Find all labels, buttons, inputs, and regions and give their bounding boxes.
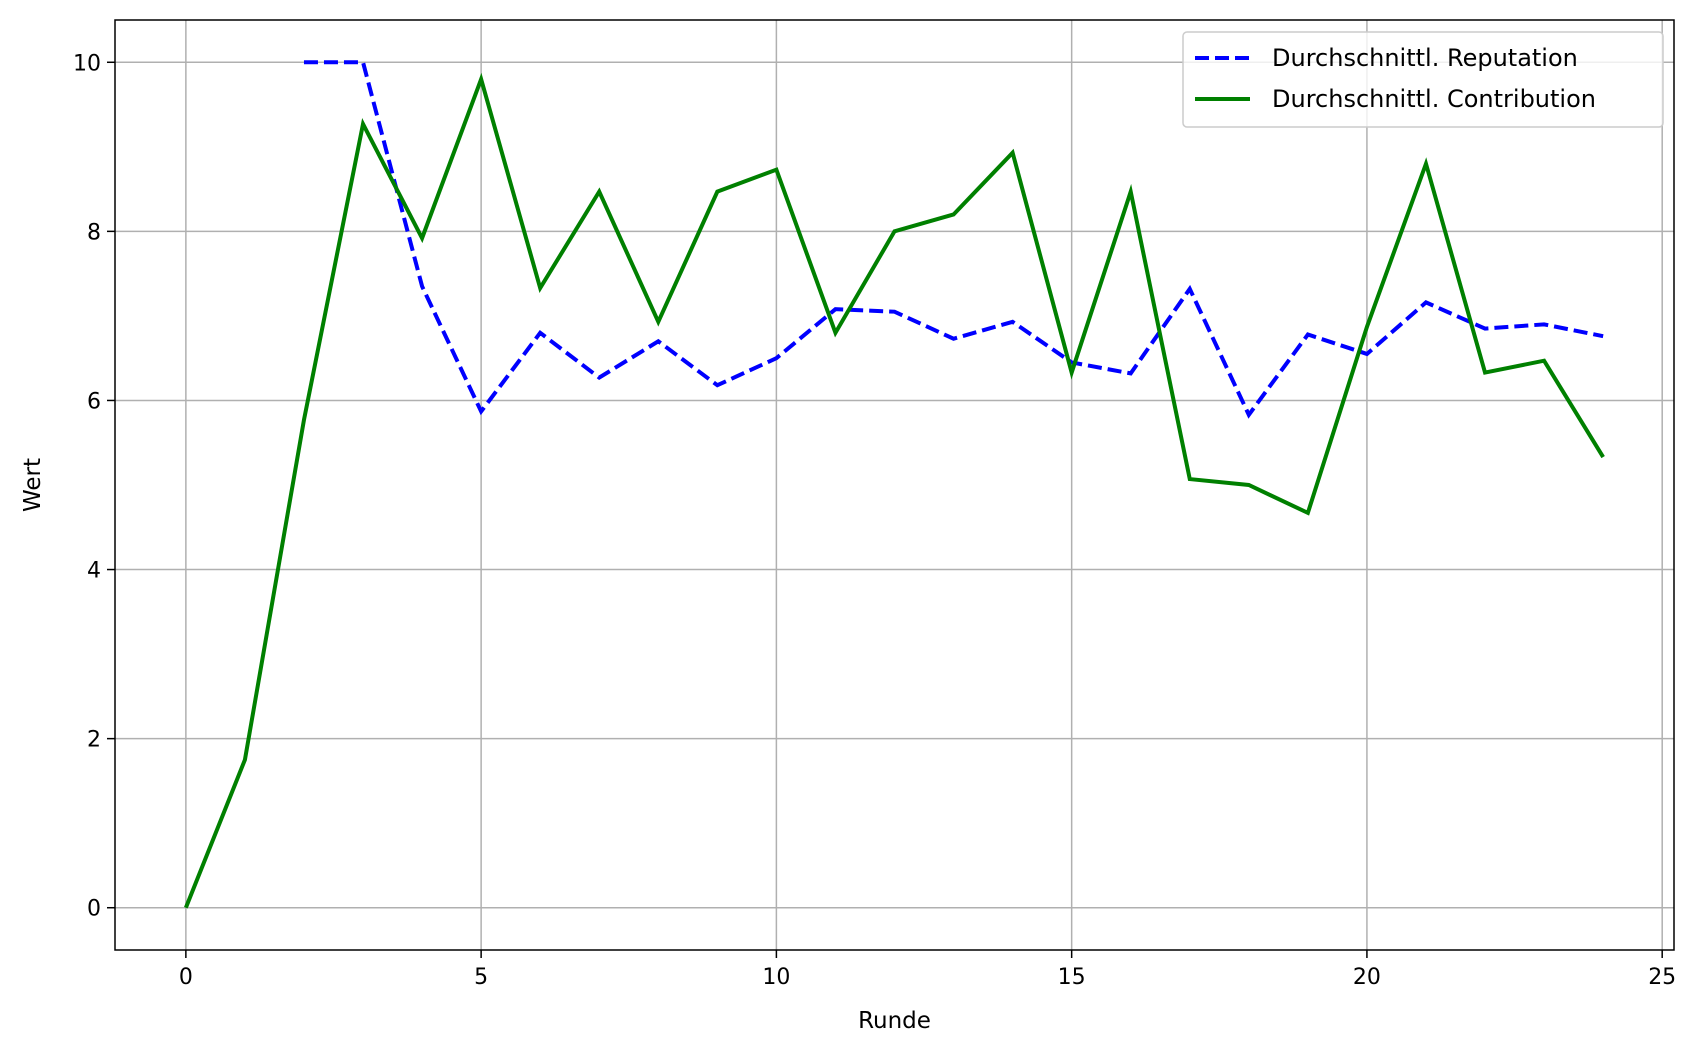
x-tick-label: 15 bbox=[1058, 965, 1086, 990]
x-tick-label: 25 bbox=[1648, 965, 1676, 990]
series-line-reputation bbox=[303, 60, 1604, 419]
legend-label-contribution: Durchschnittl. Contribution bbox=[1272, 85, 1596, 113]
legend-box bbox=[1182, 31, 1664, 128]
x-tick-label: 20 bbox=[1353, 965, 1381, 990]
y-tick-label: 0 bbox=[87, 897, 101, 922]
plot-frame bbox=[114, 19, 1675, 951]
plot-background bbox=[115, 20, 1674, 950]
y-tick-label: 8 bbox=[87, 220, 101, 245]
y-tick-label: 10 bbox=[73, 51, 101, 76]
legend-label-reputation: Durchschnittl. Reputation bbox=[1272, 44, 1578, 72]
axis-ticks: 0 5 10 15 20 25 0 2 4 6 8 10 bbox=[73, 51, 1676, 990]
x-tick-label: 5 bbox=[474, 965, 488, 990]
x-tick-label: 10 bbox=[762, 965, 790, 990]
y-tick-label: 6 bbox=[87, 389, 101, 414]
y-tick-label: 4 bbox=[87, 559, 101, 584]
series-line-contribution bbox=[184, 72, 1605, 909]
y-axis-label: Wert bbox=[20, 458, 46, 512]
legend: Durchschnittl. Reputation Durchschnittl.… bbox=[1182, 31, 1664, 128]
y-tick-label: 2 bbox=[87, 728, 101, 753]
x-axis-label: Runde bbox=[858, 1008, 931, 1034]
series-layer bbox=[184, 60, 1605, 909]
x-tick-label: 0 bbox=[179, 965, 193, 990]
